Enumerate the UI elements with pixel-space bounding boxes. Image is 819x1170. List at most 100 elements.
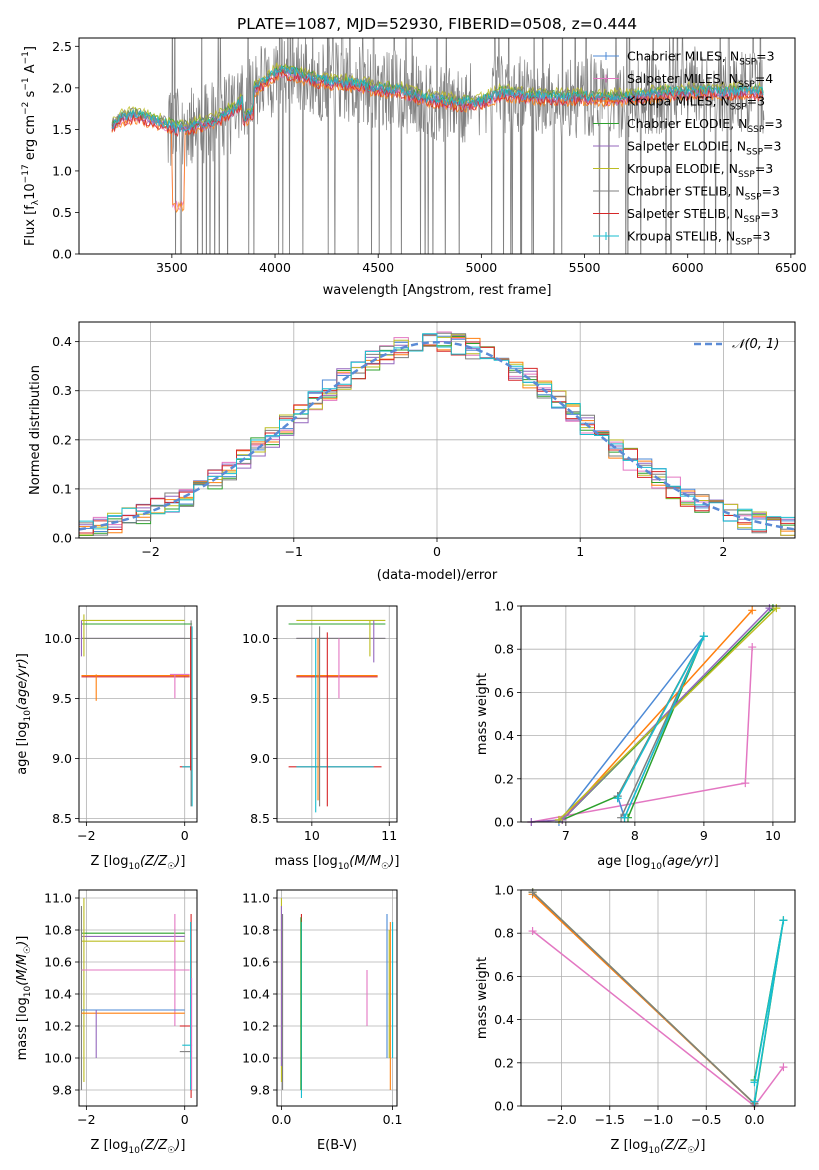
mass-weight-point — [620, 813, 629, 822]
legend-label: Salpeter STELIB, NSSP=3 — [627, 206, 779, 225]
y-tick-label: 8.5 — [52, 811, 72, 826]
mass-vs-ebv-xlabel: E(B-V) — [317, 1138, 357, 1153]
y-tick-label: 0.5 — [52, 205, 72, 220]
x-tick-label: 0 — [433, 544, 441, 559]
y-tick-label: 9.5 — [52, 691, 72, 706]
y-tick-label: 10.8 — [242, 923, 270, 938]
mass-weight-point — [528, 888, 537, 897]
y-tick-label: 11.0 — [44, 891, 72, 906]
x-tick-label: 4500 — [362, 260, 394, 275]
mass-weight-point — [765, 604, 774, 613]
mass-weight-vs-age-xlabel: age [log10(age/yr)] — [597, 854, 719, 872]
y-tick-label: 0.2 — [494, 1055, 514, 1070]
x-tick-label: 1 — [576, 544, 584, 559]
mass-weight-vs-age-frame — [520, 605, 796, 823]
mass-weight-point — [699, 632, 708, 641]
histogram-xlabel: (data-model)/error — [377, 568, 498, 583]
y-tick-label: 0.2 — [494, 771, 514, 786]
x-tick-label: −2 — [141, 544, 159, 559]
y-tick-label: 0.4 — [494, 728, 514, 743]
residual-histogram-panel: −2 −1 0 1 2 0.0 0.1 0.2 0.3 0.4 (data-model)/erro… — [28, 321, 796, 583]
x-tick-label: −1 — [285, 544, 303, 559]
y-tick-label: 0.4 — [494, 1012, 514, 1027]
y-tick-label: 10.0 — [44, 1051, 72, 1066]
model-spectrum-line — [111, 69, 764, 138]
model-spectrum-line — [111, 64, 764, 130]
x-tick-label: 10 — [765, 828, 781, 843]
x-tick-label: 10 — [304, 828, 320, 843]
mass-vs-z-panel: −2 0 9.8 10.0 10.2 10.4 10.6 10.8 11.0 Z [log10(… — [15, 889, 198, 1156]
x-tick-label: 0 — [181, 828, 189, 843]
age-vs-z-frame — [78, 605, 198, 823]
y-tick-label: 10.2 — [242, 1019, 270, 1034]
mass-weight-point — [779, 1063, 788, 1072]
mass-weight-vs-age-panel: 7 8 9 10 0.0 0.2 0.4 0.6 0.8 1.0 age [log10(age/y… — [475, 599, 796, 872]
y-tick-label: 10.4 — [44, 987, 72, 1002]
x-tick-label: 0.0 — [271, 1112, 291, 1127]
x-tick-label: 2 — [719, 544, 727, 559]
y-tick-label: 0.2 — [52, 432, 72, 447]
legend-label: Kroupa MILES, NSSP=3 — [627, 94, 765, 113]
legend-label: Salpeter ELODIE, NSSP=3 — [627, 139, 781, 158]
y-tick-label: 10.2 — [44, 1019, 72, 1034]
x-tick-label: 11 — [381, 828, 397, 843]
y-tick-label: 2.5 — [52, 39, 72, 54]
y-tick-label: 0.8 — [494, 926, 514, 941]
mass-weight-point — [554, 815, 563, 824]
y-tick-label: 2.0 — [52, 80, 72, 95]
model-spectrum-line — [111, 64, 764, 134]
x-tick-label: −2 — [77, 1112, 95, 1127]
y-tick-label: 1.5 — [52, 122, 72, 137]
y-tick-label: 10.0 — [242, 631, 270, 646]
y-tick-label: 10.8 — [44, 923, 72, 938]
y-tick-label: 10.6 — [44, 955, 72, 970]
legend-label: Chabrier ELODIE, NSSP=3 — [627, 116, 783, 135]
y-tick-label: 0.6 — [494, 969, 514, 984]
mass-weight-point — [528, 927, 537, 936]
mass-weight-line — [532, 891, 756, 1105]
x-tick-label: 0.1 — [383, 1112, 403, 1127]
y-tick-label: 1.0 — [494, 883, 514, 898]
y-tick-label: 11.0 — [242, 891, 270, 906]
x-tick-label: 5000 — [465, 260, 497, 275]
x-tick-label: −2 — [77, 828, 95, 843]
y-tick-label: 9.8 — [250, 1083, 270, 1098]
spectrum-legend: Chabrier MILES, NSSP=3 Salpeter MILES, NS… — [593, 49, 783, 248]
y-tick-label: 1.0 — [52, 163, 72, 178]
spectrum-xlabel: wavelength [Angstrom, rest frame] — [323, 283, 552, 298]
y-tick-label: 9.5 — [250, 691, 270, 706]
x-tick-label: 9 — [700, 828, 708, 843]
age-vs-z-xlabel: Z [log10(Z/Z☉)] — [91, 854, 186, 872]
mass-weight-point — [741, 779, 750, 788]
y-tick-label: 9.0 — [250, 751, 270, 766]
normal-curve — [79, 340, 795, 531]
y-tick-label: 9.0 — [52, 751, 72, 766]
x-tick-label: 8 — [631, 828, 639, 843]
x-tick-label: 0.0 — [745, 1112, 765, 1127]
mass-weight-line — [531, 607, 771, 823]
mass-weight-vs-z-xlabel: Z [log10(Z/Z☉)] — [611, 1138, 706, 1156]
histogram-step — [79, 333, 795, 536]
y-tick-label: 0.4 — [52, 334, 72, 349]
normal-legend-label: 𝒩(0, 1) — [732, 337, 779, 352]
x-tick-label: 4000 — [259, 260, 291, 275]
x-tick-label: 3500 — [156, 260, 188, 275]
legend-label: Chabrier STELIB, NSSP=3 — [627, 184, 780, 203]
mass-vs-z-frame — [78, 889, 198, 1107]
spectrum-axes-frame — [78, 37, 796, 255]
mass-weight-line — [753, 920, 785, 1102]
legend-label: Kroupa ELODIE, NSSP=3 — [627, 161, 773, 180]
age-vs-mass-xlabel: mass [log10(M/M☉)] — [275, 854, 400, 872]
y-tick-label: 0.3 — [52, 383, 72, 398]
x-tick-label: −2.0 — [546, 1112, 576, 1127]
y-tick-label: 1.0 — [494, 599, 514, 614]
legend-label: Salpeter MILES, NSSP=4 — [627, 71, 773, 90]
legend-label: Kroupa STELIB, NSSP=3 — [627, 229, 771, 248]
y-tick-label: 10.6 — [242, 955, 270, 970]
mass-weight-vs-age-ylabel: mass weight — [475, 673, 490, 755]
mass-weight-vs-z-ylabel: mass weight — [475, 957, 490, 1039]
spectrum-plot-area — [111, 38, 765, 254]
y-tick-label: 0.0 — [494, 815, 514, 830]
y-tick-label: 0.8 — [494, 642, 514, 657]
